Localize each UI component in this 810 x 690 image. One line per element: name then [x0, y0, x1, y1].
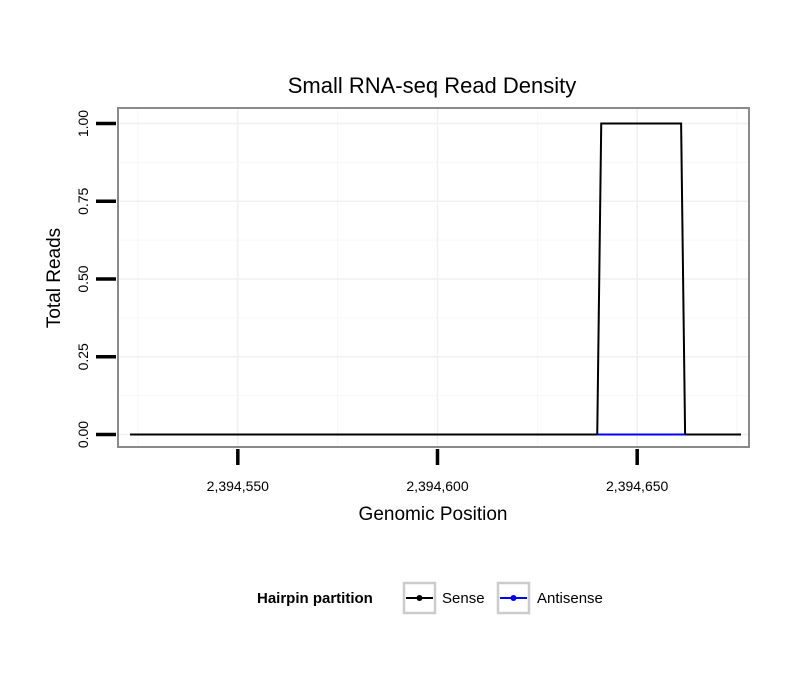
x-tick-label: 2,394,600 — [406, 478, 468, 494]
series-lines — [129, 122, 742, 436]
legend-dot-sense-icon — [416, 595, 423, 601]
chart-title: Small RNA-seq Read Density — [288, 73, 577, 98]
x-tick-label: 2,394,550 — [207, 478, 269, 494]
y-axis: 0.00 0.25 0.50 0.75 1.00 — [75, 110, 116, 448]
x-axis-title: Genomic Position — [359, 504, 508, 525]
legend-title: Hairpin partition — [257, 590, 373, 607]
y-tick-label: 0.00 — [75, 421, 91, 448]
legend-label-antisense: Antisense — [537, 590, 603, 607]
plot-panel — [117, 107, 750, 448]
x-tick-label: 2,394,650 — [606, 478, 668, 494]
grid — [118, 108, 749, 447]
legend: Hairpin partition Sense Antisense — [257, 581, 603, 615]
x-axis: 2,394,550 2,394,600 2,394,650 — [207, 449, 669, 494]
legend-item-antisense: Antisense — [496, 581, 603, 615]
legend-label-sense: Sense — [442, 590, 485, 607]
legend-item-sense: Sense — [402, 581, 485, 615]
y-axis-title: Total Reads — [44, 228, 65, 328]
y-tick-label: 0.75 — [75, 187, 91, 214]
y-tick-label: 1.00 — [75, 110, 91, 137]
series-line-sense — [129, 122, 742, 436]
y-tick-label: 0.25 — [75, 343, 91, 370]
legend-dot-antisense-icon — [510, 595, 517, 601]
y-tick-label: 0.50 — [75, 265, 91, 292]
